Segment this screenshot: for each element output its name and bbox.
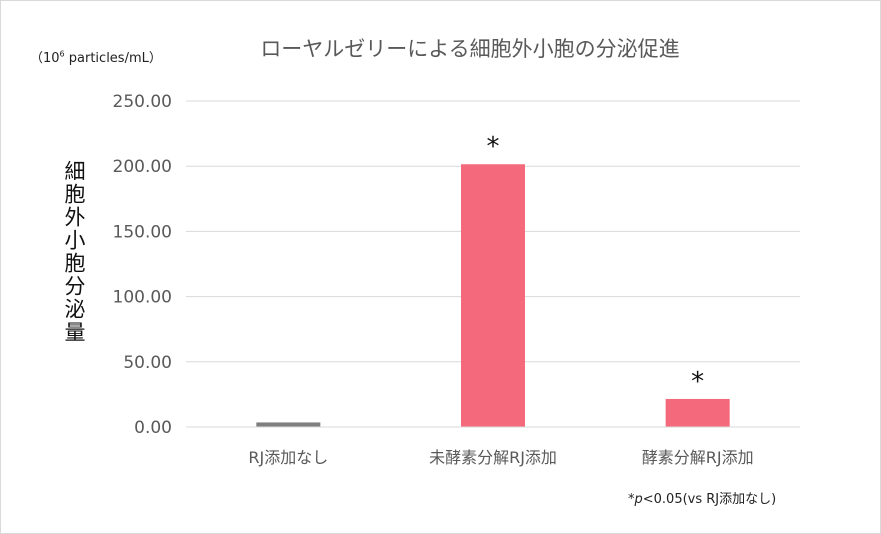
footnote-text: <0.05(vs RJ添加なし): [642, 492, 777, 507]
x-category-label: 未酵素分解RJ添加: [429, 448, 557, 467]
y-unit-prefix: （10: [30, 51, 60, 66]
y-unit-label: （106 particles/mL）: [30, 47, 162, 66]
y-tick-label: 250.00: [113, 92, 172, 112]
significance-marker: *: [487, 132, 500, 162]
bar: [256, 422, 321, 427]
y-tick-label: 50.00: [123, 353, 172, 373]
y-unit-suffix: particles/mL）: [64, 51, 162, 66]
y-tick-label: 0.00: [134, 418, 172, 438]
y-tick-label: 100.00: [113, 288, 172, 308]
y-axis-label: 細胞外小胞分泌量: [62, 160, 86, 344]
y-tick-label: 200.00: [113, 157, 172, 177]
footnote: *p<0.05(vs RJ添加なし): [628, 488, 776, 507]
significance-marker: *: [691, 367, 704, 397]
chart-title: ローヤルゼリーによる細胞外小胞の分泌促進: [260, 37, 680, 61]
y-tick-label: 150.00: [113, 222, 172, 242]
x-category-label: 酵素分解RJ添加: [642, 448, 754, 467]
footnote-star: *: [628, 492, 635, 507]
bar: [665, 398, 730, 427]
bar: [461, 164, 525, 427]
x-category-label: RJ添加なし: [248, 448, 328, 467]
y-unit-exponent: 6: [59, 49, 65, 59]
footnote-p: p: [634, 492, 643, 507]
